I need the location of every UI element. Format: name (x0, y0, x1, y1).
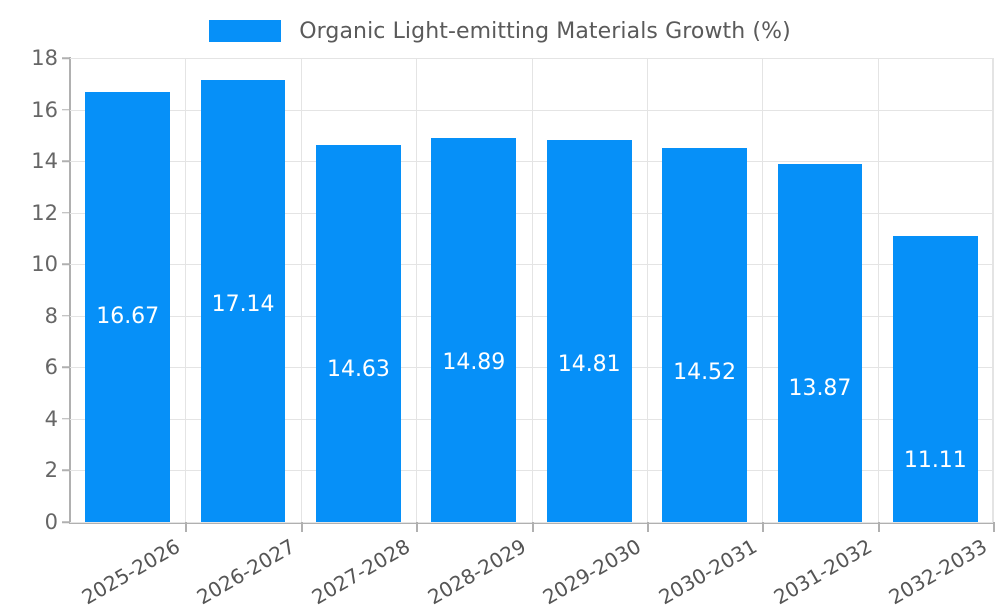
y-axis-tick-label: 16 (31, 97, 58, 122)
chart-legend: Organic Light-emitting Materials Growth … (0, 14, 1000, 48)
x-axis-tick-label: 2028-2029 (423, 534, 530, 609)
x-axis-tick-label: 2025-2026 (77, 534, 184, 609)
bar[interactable] (546, 140, 632, 522)
bar-value-label: 11.11 (903, 447, 967, 473)
gridline-vertical (185, 58, 186, 522)
legend-item-label: Organic Light-emitting Materials Growth … (299, 18, 791, 44)
gridline-vertical (301, 58, 302, 522)
y-axis-tick-label: 6 (44, 355, 58, 380)
gridline-vertical (647, 58, 648, 522)
bar-value-label: 14.81 (557, 352, 621, 378)
y-axis-tick-label: 0 (44, 510, 58, 534)
x-axis-tick-label: 2030-2031 (654, 534, 761, 609)
gridline-vertical (532, 58, 533, 522)
y-axis-tick-label: 12 (31, 200, 58, 225)
x-axis-tick-mark (878, 522, 880, 532)
gridline-vertical (416, 58, 417, 522)
y-axis-tick-mark (62, 160, 70, 162)
y-axis-tick-label: 14 (31, 149, 58, 174)
x-axis-tick-mark (301, 522, 303, 532)
bar[interactable] (85, 92, 171, 522)
x-axis-tick-label: 2029-2030 (538, 534, 646, 609)
gridline-horizontal (70, 161, 993, 163)
bar-value-label: 13.87 (788, 376, 852, 402)
bar-value-label: 14.63 (326, 356, 390, 382)
gridline-horizontal (70, 418, 993, 420)
bar-value-label: 17.14 (211, 292, 275, 318)
x-axis-tick-label: 2026-2027 (192, 534, 300, 609)
x-axis-tick-label: 2027-2028 (308, 534, 415, 609)
x-axis-tick-mark (762, 522, 764, 532)
y-axis-line (69, 57, 71, 523)
bar[interactable] (431, 138, 517, 522)
plot-area: 16.67 17.14 14.63 14.89 14.81 14.52 13.87 11.11 (70, 58, 994, 523)
bar-value-label: 14.52 (673, 359, 737, 385)
bar[interactable] (892, 235, 978, 522)
x-axis-tick-mark (993, 522, 995, 532)
bar[interactable] (200, 80, 286, 522)
legend-color-swatch-icon (209, 20, 282, 42)
y-axis-tick-mark (62, 108, 70, 111)
y-axis-tick-label: 2 (44, 458, 58, 483)
y-axis-tick-mark (62, 469, 70, 472)
gridline-horizontal (70, 58, 993, 59)
gridline-horizontal (70, 212, 993, 214)
gridline-vertical (762, 58, 763, 522)
plot-right-border (992, 58, 993, 522)
y-axis-tick-mark (62, 57, 70, 59)
gridline-horizontal (70, 315, 993, 317)
x-axis-tick-mark (532, 522, 534, 532)
x-axis-tick-label: 2031-2032 (769, 534, 876, 609)
y-axis-tick-mark (62, 366, 70, 369)
y-axis-tick-mark (62, 211, 70, 214)
gridline-horizontal (70, 470, 993, 472)
y-axis-tick-mark (62, 315, 70, 317)
gridline-vertical (993, 58, 994, 522)
x-axis-tick-mark (185, 522, 187, 532)
x-axis-tick-label: 2032-2033 (884, 534, 992, 609)
gridline-horizontal (70, 522, 993, 523)
bar[interactable] (316, 144, 401, 522)
x-axis-tick-mark (647, 522, 649, 532)
y-axis-tick-label: 10 (31, 252, 58, 277)
y-axis-tick-label: 4 (44, 406, 58, 431)
y-axis-tick-mark (62, 263, 70, 265)
bar-value-label: 14.89 (442, 350, 506, 376)
y-axis-tick-label: 8 (44, 303, 58, 328)
legend-item-organic-light-emitting-materials-growth[interactable]: Organic Light-emitting Materials Growth … (209, 19, 791, 44)
y-axis-tick-mark (62, 521, 70, 523)
gridline-vertical (878, 58, 879, 522)
gridline-horizontal (70, 367, 993, 369)
bar-value-label: 16.67 (96, 304, 160, 330)
x-axis-tick-mark (416, 522, 418, 532)
bar[interactable] (662, 147, 747, 522)
y-axis-tick-mark (62, 418, 70, 420)
bar[interactable] (777, 164, 863, 522)
y-axis-tick-labels: 0 2 4 6 8 10 12 14 16 18 (0, 46, 58, 534)
gridline-horizontal (70, 264, 993, 266)
y-axis-tick-label: 18 (31, 46, 58, 70)
gridline-horizontal (70, 109, 993, 111)
